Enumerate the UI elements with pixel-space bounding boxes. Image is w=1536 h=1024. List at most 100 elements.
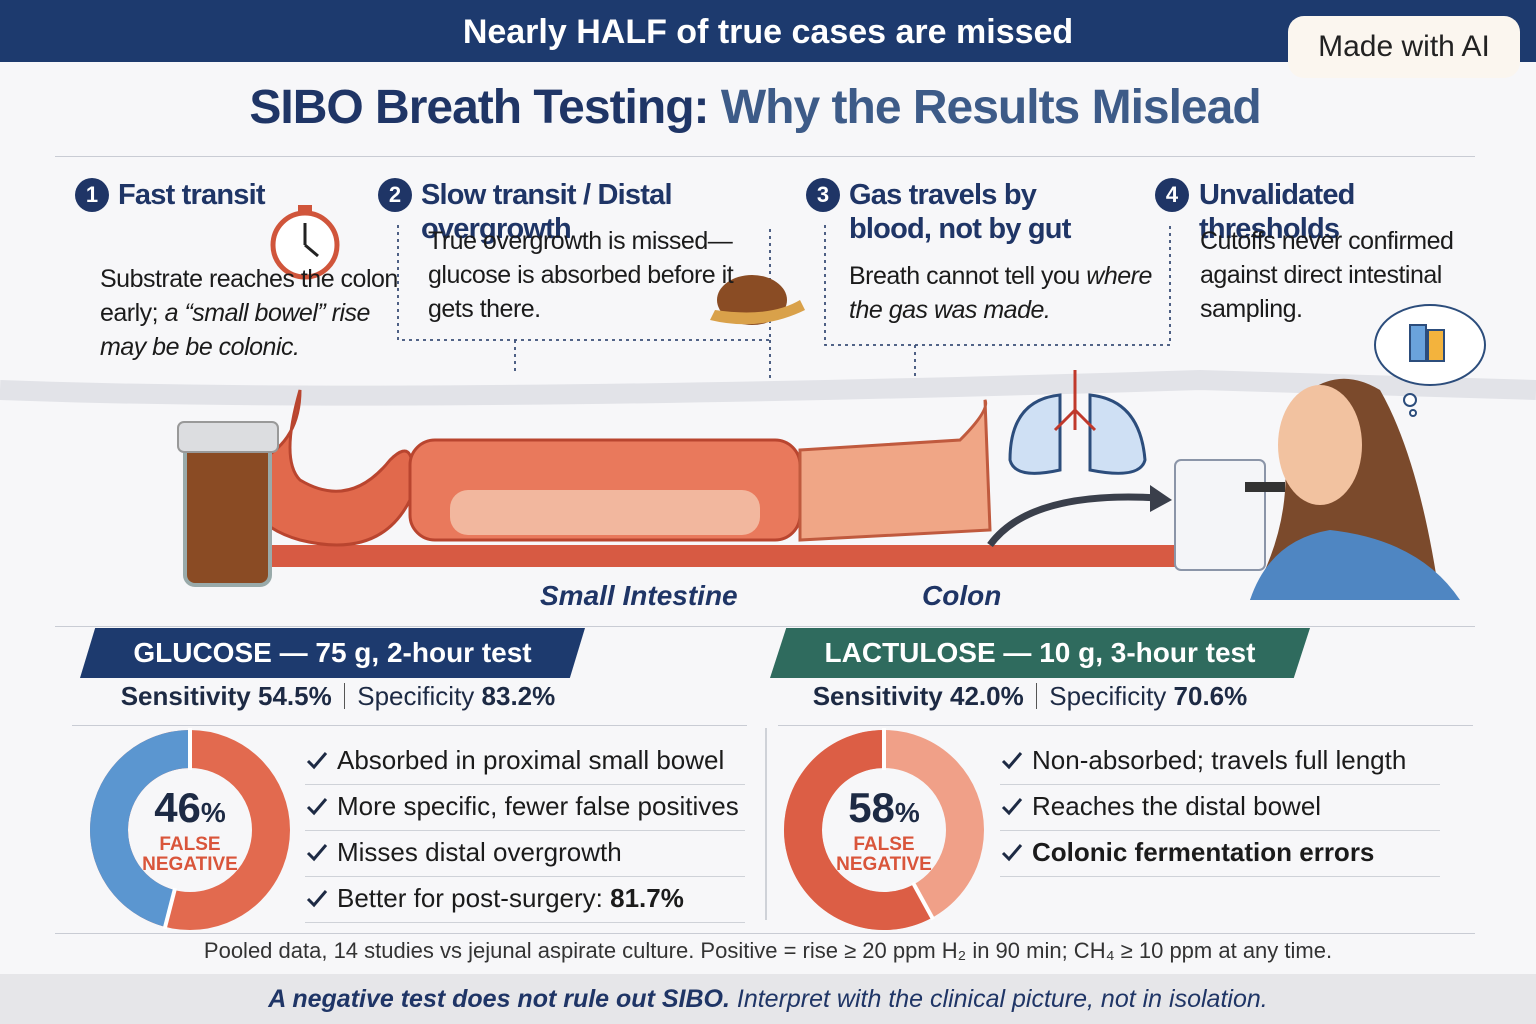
- donut-number: 46: [154, 784, 201, 831]
- bullet-text: Better for post-surgery:: [337, 883, 603, 913]
- test-banner: GLUCOSE — 75 g, 2-hour test: [80, 628, 585, 678]
- illustration: [0, 205, 1536, 600]
- step-text: Breath cannot tell you where the gas was…: [849, 259, 1159, 327]
- step-number: 1: [75, 178, 109, 212]
- lungs: [1008, 370, 1147, 475]
- arrow: [987, 493, 1161, 548]
- stomach: [249, 389, 414, 547]
- step-text: Cutoffs never confirmed against direct i…: [1200, 227, 1454, 323]
- donut-number: 58: [848, 784, 895, 831]
- step-title: Slow transit / Distal overgrowth: [421, 179, 673, 245]
- jar: [177, 421, 279, 587]
- check-icon: [1001, 798, 1023, 816]
- sensitivity-value: 42.0%: [950, 681, 1024, 711]
- step-text: True overgrowth is missed—glucose is abs…: [428, 227, 734, 323]
- check-mark: [306, 890, 328, 908]
- donut-gap: [162, 887, 178, 930]
- intestine-loops: [450, 490, 760, 535]
- check-mark: [306, 844, 328, 862]
- separator: [343, 683, 346, 709]
- step-number: 2: [378, 178, 412, 212]
- divider: [765, 728, 767, 920]
- footnote: Pooled data, 14 studies vs jejunal aspir…: [203, 938, 1333, 963]
- bullet-text: Absorbed in proximal small bowel: [337, 745, 725, 775]
- bullet: Non-absorbed; travels full length: [1000, 740, 1440, 785]
- step-title: Gas travels by blood, not by gut: [849, 179, 1071, 245]
- bullet-text: Misses distal overgrowth: [337, 837, 622, 867]
- sens-spec: Sensitivity 54.5% Specificity 83.2%: [38, 681, 638, 712]
- bullet: More specific, fewer false positives: [305, 786, 745, 831]
- step-text-emphasis: a “small bowel” rise may be be colonic.: [100, 299, 370, 361]
- step-number: 3: [806, 178, 840, 212]
- donut-segment: [90, 730, 191, 927]
- woman: [1174, 378, 1460, 600]
- specificity-value: 83.2%: [481, 681, 556, 711]
- stopwatch: [270, 205, 340, 280]
- check-mark: [1001, 844, 1023, 862]
- ai-badge: Made with AI: [1288, 16, 1520, 78]
- check-mark: [1001, 798, 1023, 816]
- donut-gap: [911, 881, 935, 921]
- colon: [798, 399, 992, 542]
- sensitivity-value: 54.5%: [258, 681, 332, 711]
- check-mark: [306, 798, 328, 816]
- bottom-strong: A negative test does not rule out SIBO.: [268, 985, 730, 1013]
- donut-caption: FALSE: [853, 834, 914, 855]
- shadow: [0, 369, 1536, 406]
- top-banner: Nearly HALF of true cases are missed: [0, 0, 1536, 62]
- step-title: Unvalidated thresholds: [1199, 179, 1355, 245]
- step-text: Substrate reaches the colon early; a “sm…: [100, 262, 400, 364]
- donut-caption: NEGATIVE: [836, 854, 932, 875]
- check-icon: [1001, 844, 1023, 862]
- illustration-label: Small Intestine: [540, 580, 738, 611]
- check-icon: [306, 798, 328, 816]
- bullet-strong: Colonic fermentation errors: [1032, 837, 1375, 867]
- bullet: Absorbed in proximal small bowel: [305, 740, 745, 785]
- specificity-label: Specificity: [1049, 681, 1167, 711]
- donut-unit: %: [895, 797, 920, 828]
- bullet-text: Reaches the distal bowel: [1032, 791, 1322, 821]
- donut-segment: [784, 730, 933, 930]
- step-text-plain: Breath cannot tell you: [849, 262, 1080, 290]
- snail: [710, 275, 805, 325]
- check-icon: [306, 844, 328, 862]
- sensitivity-label: Sensitivity: [120, 681, 251, 711]
- bullet: Reaches the distal bowel: [1000, 786, 1440, 831]
- illustration-label: Colon: [922, 580, 1002, 611]
- divider: [72, 725, 747, 726]
- vessel: [200, 545, 1200, 567]
- donut-value: 58%: [848, 784, 920, 831]
- check-mark: [306, 752, 328, 770]
- step-text-emphasis: where the gas was made.: [849, 262, 1152, 324]
- divider: [55, 156, 1475, 157]
- step-text-plain: Substrate reaches the colon early;: [100, 265, 398, 327]
- check-icon: [306, 890, 328, 908]
- bottom-note: A negative test does not rule out SIBO. …: [0, 974, 1536, 1024]
- bottom-text: Interpret with the clinical picture, not…: [736, 985, 1268, 1013]
- check-mark: [1001, 752, 1023, 770]
- title-lead: SIBO Breath Testing:: [249, 81, 709, 134]
- title: SIBO Breath Testing: Why the Results Mis…: [0, 80, 1510, 135]
- divider: [778, 725, 1473, 726]
- bullet: Colonic fermentation errors: [1000, 832, 1440, 877]
- divider: [55, 626, 1475, 627]
- donut-caption: NEGATIVE: [142, 854, 238, 875]
- step-number: 4: [1155, 178, 1189, 212]
- arrow-head: [1150, 485, 1172, 512]
- sens-spec: Sensitivity 42.0% Specificity 70.6%: [730, 681, 1330, 712]
- test-banner: LACTULOSE — 10 g, 3-hour test: [770, 628, 1310, 678]
- bullet: Better for post-surgery: 81.7%: [305, 878, 745, 923]
- check-icon: [306, 752, 328, 770]
- donut-caption: FALSE: [159, 834, 220, 855]
- callout-lines: [397, 225, 1171, 392]
- specificity-label: Specificity: [357, 681, 475, 711]
- bullet: Misses distal overgrowth: [305, 832, 745, 877]
- sensitivity-label: Sensitivity: [812, 681, 943, 711]
- donut-value: 46%: [154, 784, 226, 831]
- divider: [55, 933, 1475, 934]
- separator: [1035, 683, 1038, 709]
